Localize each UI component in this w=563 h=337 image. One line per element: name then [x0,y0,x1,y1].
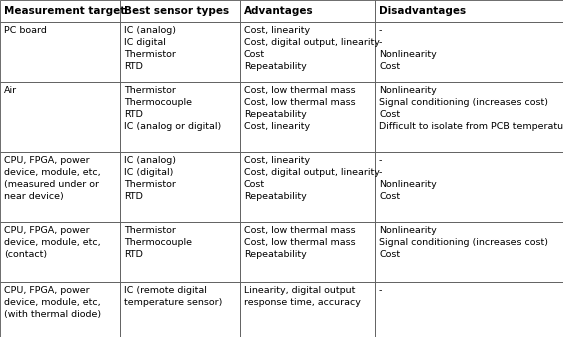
Text: Advantages: Advantages [244,6,314,16]
Text: Air: Air [4,86,17,95]
Bar [375,0,563,22]
Text: Cost, linearity
Cost, digital output, linearity
Cost
Repeatability: Cost, linearity Cost, digital output, li… [244,26,380,71]
Bar [240,82,375,152]
Text: PC board: PC board [4,26,47,35]
Bar [120,282,240,337]
Bar [375,222,563,282]
Bar [120,22,240,82]
Text: Disadvantages: Disadvantages [379,6,466,16]
Text: Thermistor
Thermocouple
RTD
IC (analog or digital): Thermistor Thermocouple RTD IC (analog o… [124,86,221,131]
Bar [240,282,375,337]
Bar [375,152,563,222]
Bar [240,152,375,222]
Text: IC (analog)
IC (digital)
Thermistor
RTD: IC (analog) IC (digital) Thermistor RTD [124,156,176,202]
Bar [0,282,120,337]
Text: Thermistor
Thermocouple
RTD: Thermistor Thermocouple RTD [124,226,192,259]
Bar [120,222,240,282]
Bar [0,152,120,222]
Text: Cost, low thermal mass
Cost, low thermal mass
Repeatability: Cost, low thermal mass Cost, low thermal… [244,226,356,259]
Bar [240,222,375,282]
Text: Nonlinearity
Signal conditioning (increases cost)
Cost: Nonlinearity Signal conditioning (increa… [379,226,548,259]
Text: -: - [379,286,382,295]
Bar [0,222,120,282]
Text: CPU, FPGA, power
device, module, etc,
(with thermal diode): CPU, FPGA, power device, module, etc, (w… [4,286,101,319]
Bar [375,22,563,82]
Text: Measurement target: Measurement target [4,6,125,16]
Bar [120,82,240,152]
Text: IC (analog)
IC digital
Thermistor
RTD: IC (analog) IC digital Thermistor RTD [124,26,176,71]
Bar [240,0,375,22]
Bar [375,82,563,152]
Text: -
-
Nonlinearity
Cost: - - Nonlinearity Cost [379,156,437,202]
Text: Best sensor types: Best sensor types [124,6,229,16]
Bar [0,0,120,22]
Text: CPU, FPGA, power
device, module, etc,
(measured under or
near device): CPU, FPGA, power device, module, etc, (m… [4,156,101,202]
Text: IC (remote digital
temperature sensor): IC (remote digital temperature sensor) [124,286,222,307]
Bar [120,0,240,22]
Bar [120,152,240,222]
Text: Cost, linearity
Cost, digital output, linearity
Cost
Repeatability: Cost, linearity Cost, digital output, li… [244,156,380,202]
Bar [0,22,120,82]
Bar [0,82,120,152]
Text: -
-
Nonlinearity
Cost: - - Nonlinearity Cost [379,26,437,71]
Text: Nonlinearity
Signal conditioning (increases cost)
Cost
Difficult to isolate from: Nonlinearity Signal conditioning (increa… [379,86,563,131]
Bar [240,22,375,82]
Text: Linearity, digital output
response time, accuracy: Linearity, digital output response time,… [244,286,361,307]
Text: CPU, FPGA, power
device, module, etc,
(contact): CPU, FPGA, power device, module, etc, (c… [4,226,101,259]
Text: Cost, low thermal mass
Cost, low thermal mass
Repeatability
Cost, linearity: Cost, low thermal mass Cost, low thermal… [244,86,356,131]
Bar [375,282,563,337]
